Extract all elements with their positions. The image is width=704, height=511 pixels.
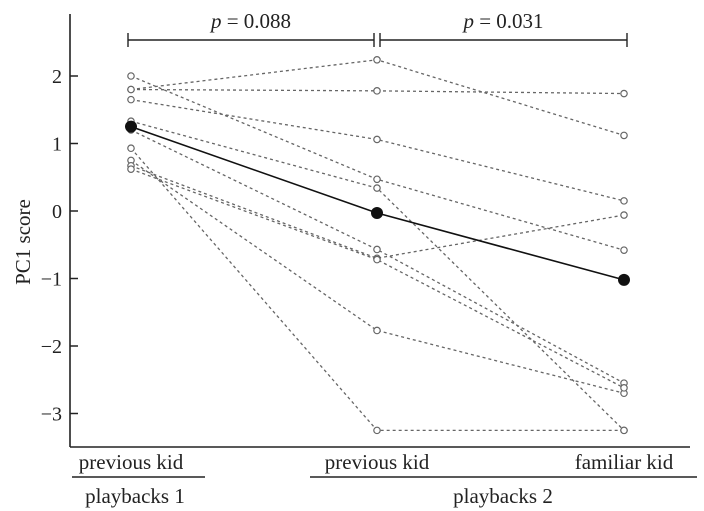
individual-point (620, 131, 628, 140)
individual-point (620, 197, 628, 205)
x-category-label: previous kid (325, 450, 430, 474)
y-tick-label: 0 (52, 201, 62, 223)
mean-point (618, 273, 630, 286)
mean-point (125, 120, 137, 133)
individual-point (373, 245, 381, 254)
individual-point (373, 135, 381, 144)
y-axis-label: PC1 score (11, 199, 35, 285)
significance-brackets: p = 0.088 p = 0.031 (127, 9, 628, 47)
y-tick-label: −2 (41, 336, 62, 358)
p-value: = 0.031 (474, 9, 544, 33)
individual-point (620, 384, 628, 392)
individual-point (373, 255, 381, 264)
individual-point (620, 89, 628, 98)
x-category-label: familiar kid (575, 450, 674, 474)
individual-series (127, 55, 628, 435)
p-symbol: p (461, 9, 474, 33)
individual-line (130, 129, 625, 384)
y-tick-label: −3 (41, 404, 62, 426)
axes (69, 14, 690, 448)
individual-line (130, 75, 625, 251)
individual-point (373, 175, 381, 184)
y-tick-label: 2 (52, 66, 62, 88)
individual-point (373, 184, 381, 192)
individual-line (130, 159, 625, 394)
individual-point (127, 95, 135, 104)
individual-line (130, 168, 625, 389)
individual-point (127, 165, 135, 173)
p-value-label: p = 0.088 (209, 9, 291, 33)
p-symbol: p (209, 9, 222, 33)
individual-point (127, 85, 135, 94)
group-label: playbacks 2 (453, 484, 553, 508)
individual-line (130, 120, 625, 431)
mean-point (371, 207, 383, 220)
x-category-labels: previous kid previous kid familiar kid play… (72, 450, 697, 508)
p-value: = 0.088 (221, 9, 291, 33)
y-ticks: −3 −2 −1 0 1 2 (41, 66, 78, 426)
group-label: playbacks 1 (85, 484, 185, 508)
y-tick-label: 1 (52, 134, 62, 156)
y-tick-label: −1 (41, 269, 62, 291)
p-value-label: p = 0.031 (461, 9, 543, 33)
individual-point (620, 211, 628, 219)
individual-point (373, 326, 381, 335)
mean-series (125, 120, 630, 286)
individual-point (373, 87, 381, 95)
individual-point (620, 426, 628, 435)
individual-point (127, 72, 135, 80)
x-category-label: previous kid (79, 450, 184, 474)
individual-point (373, 55, 381, 64)
individual-point (620, 246, 628, 254)
individual-line (130, 59, 625, 137)
individual-point (127, 144, 135, 153)
individual-point (373, 426, 381, 435)
